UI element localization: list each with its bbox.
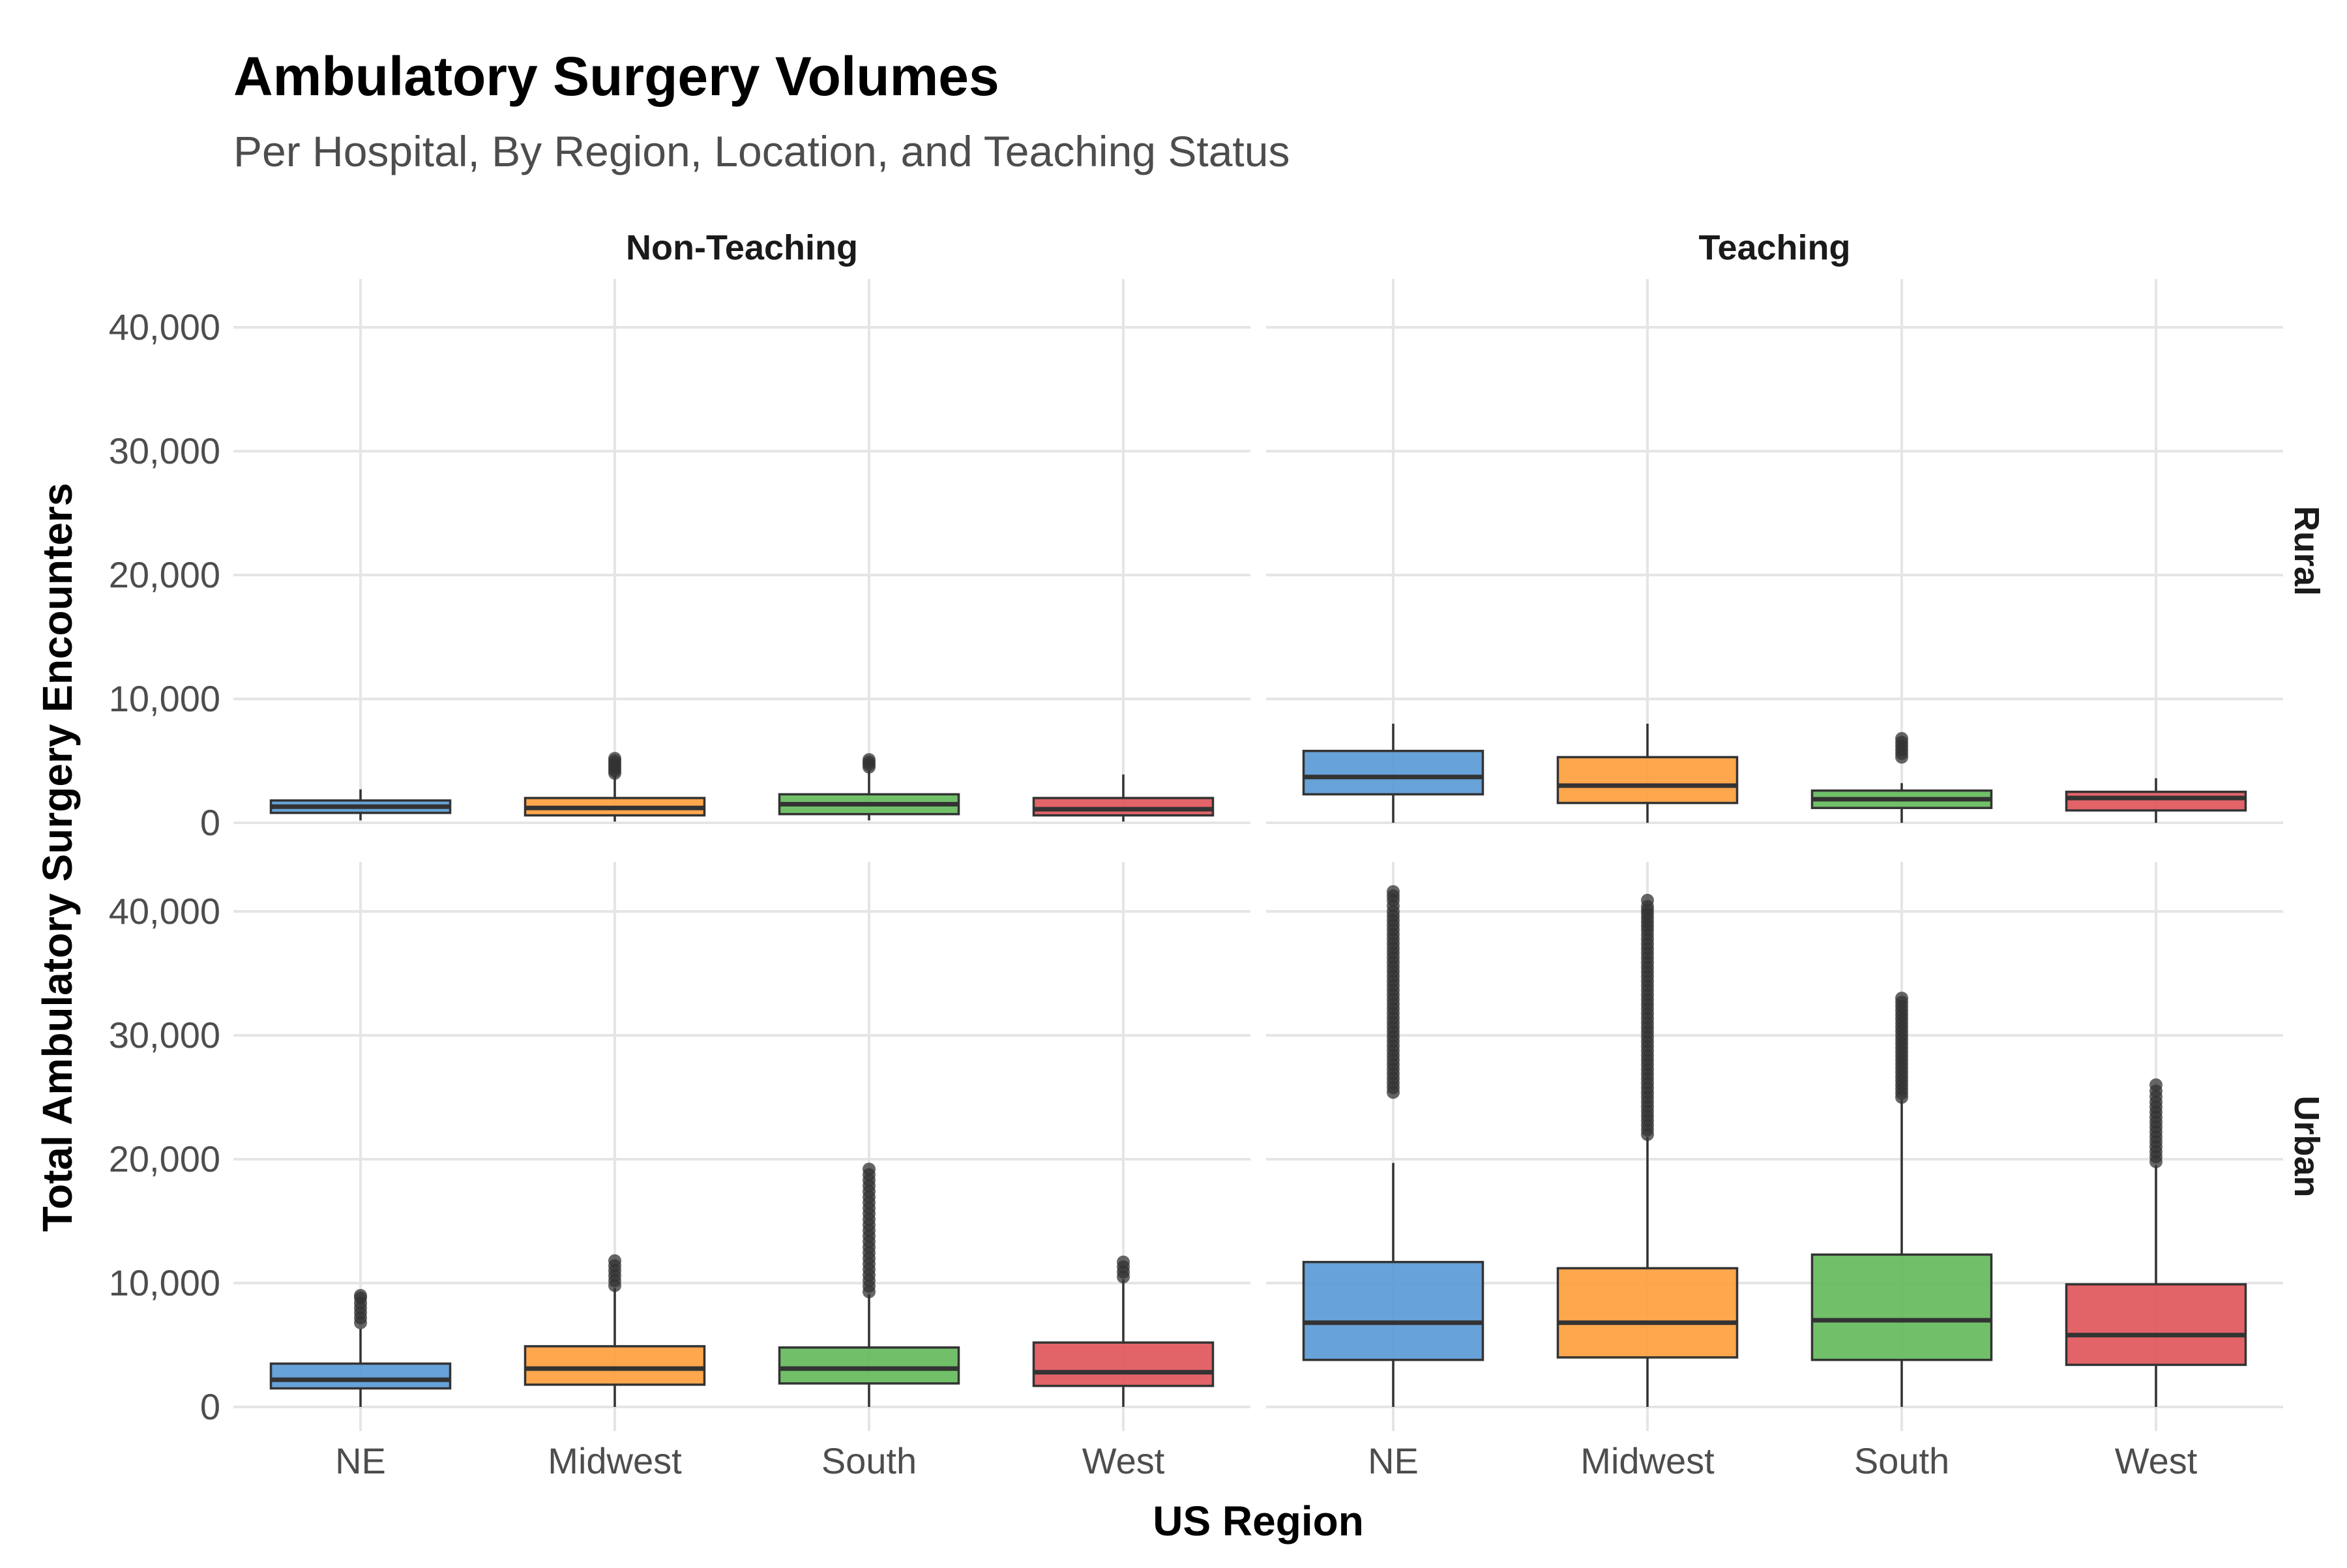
- box-urban-non-teaching-midwest: [524, 1345, 706, 1386]
- outlier-point-urban-teaching-ne: [1387, 941, 1400, 955]
- outlier-point-urban-non-teaching-south: [863, 1257, 876, 1271]
- outlier-point-urban-teaching-west: [2149, 1116, 2162, 1129]
- outlier-point-urban-teaching-ne: [1387, 889, 1400, 903]
- outlier-point-urban-teaching-ne: [1387, 979, 1400, 992]
- outlier-point-urban-non-teaching-south: [863, 1168, 876, 1181]
- box-rural-teaching-west: [2065, 790, 2247, 812]
- y-tick-label: 40,000: [109, 306, 220, 348]
- y-tick-label: 30,000: [109, 430, 220, 471]
- box-urban-non-teaching-south: [778, 1346, 960, 1385]
- outlier-point-rural-non-teaching-south: [863, 753, 876, 767]
- outlier-point-rural-teaching-south: [1895, 732, 1908, 745]
- x-tick-label-south: South: [821, 1440, 917, 1481]
- outlier-point-urban-teaching-ne: [1387, 1072, 1400, 1086]
- x-tick-label-south: South: [1854, 1440, 1949, 1481]
- facet-panels: Non-Teaching Teaching Rural Urban 0 10,000 20,…: [109, 228, 2326, 1481]
- x-tick-label-midwest: Midwest: [1580, 1440, 1715, 1481]
- x-tick-label-ne: NE: [1368, 1440, 1419, 1481]
- outlier-point-urban-non-teaching-south: [863, 1268, 876, 1282]
- outlier-point-urban-non-teaching-west: [1117, 1255, 1130, 1269]
- outlier-point-urban-teaching-west: [2149, 1130, 2162, 1144]
- outlier-point-urban-non-teaching-south: [863, 1202, 876, 1215]
- outlier-point-urban-teaching-midwest: [1641, 1076, 1654, 1090]
- box-urban-teaching-west: [2065, 1283, 2247, 1367]
- y-tick-label: 20,000: [109, 554, 220, 595]
- outlier-point-urban-teaching-ne: [1387, 1035, 1400, 1048]
- outlier-point-urban-teaching-west: [2149, 1078, 2162, 1091]
- outlier-point-urban-teaching-midwest: [1641, 1021, 1654, 1035]
- box-rural-non-teaching-west: [1032, 797, 1215, 817]
- outlier-point-urban-teaching-midwest: [1641, 984, 1654, 998]
- y-tick-label: 20,000: [109, 1138, 220, 1179]
- x-tick-label-west: West: [1082, 1440, 1165, 1481]
- outlier-point-urban-teaching-ne: [1387, 960, 1400, 974]
- box-urban-teaching-south: [1810, 1253, 1993, 1361]
- strip-label-rural: Rural: [2287, 506, 2326, 596]
- outlier-point-urban-teaching-ne: [1387, 1016, 1400, 1029]
- outlier-point-urban-teaching-midwest: [1641, 904, 1654, 917]
- outlier-point-urban-teaching-ne: [1387, 1053, 1400, 1067]
- outlier-point-urban-teaching-ne: [1387, 909, 1400, 923]
- box-rural-teaching-midwest: [1556, 756, 1739, 805]
- outlier-point-urban-non-teaching-south: [863, 1190, 876, 1204]
- box-urban-non-teaching-ne: [269, 1362, 452, 1390]
- outlier-point-rural-non-teaching-midwest: [608, 752, 621, 765]
- y-tick-label: 0: [200, 802, 220, 843]
- outlier-point-urban-non-teaching-ne: [354, 1289, 367, 1302]
- outlier-point-urban-teaching-midwest: [1641, 1114, 1654, 1127]
- outlier-point-urban-non-teaching-south: [863, 1279, 876, 1293]
- y-tick-label: 30,000: [109, 1014, 220, 1056]
- outlier-point-urban-teaching-ne: [1387, 998, 1400, 1011]
- outlier-point-urban-non-teaching-south: [863, 1235, 876, 1249]
- outlier-point-urban-teaching-midwest: [1641, 965, 1654, 979]
- outlier-point-urban-non-teaching-south: [863, 1246, 876, 1260]
- y-tick-label: 40,000: [109, 891, 220, 932]
- y-tick-label: 10,000: [109, 678, 220, 719]
- strip-label-teaching: Teaching: [1698, 228, 1850, 267]
- outlier-point-urban-teaching-west: [2149, 1101, 2162, 1114]
- outlier-point-urban-non-teaching-south: [863, 1213, 876, 1226]
- x-tick-label-ne: NE: [335, 1440, 386, 1481]
- outlier-point-urban-non-teaching-south: [863, 1224, 876, 1237]
- x-axis-title: US Region: [1153, 1498, 1364, 1545]
- outlier-point-urban-teaching-midwest: [1641, 1095, 1654, 1109]
- outlier-point-urban-teaching-south: [1895, 996, 1908, 1009]
- outlier-point-urban-teaching-ne: [1387, 923, 1400, 937]
- outlier-point-urban-teaching-midwest: [1641, 1039, 1654, 1053]
- x-tick-label-west: West: [2115, 1440, 2198, 1481]
- outlier-point-urban-teaching-midwest: [1641, 1058, 1654, 1072]
- box-urban-teaching-ne: [1302, 1260, 1484, 1361]
- outlier-point-urban-teaching-midwest: [1641, 947, 1654, 960]
- box-rural-teaching-ne: [1302, 750, 1484, 796]
- y-tick-label: 0: [200, 1386, 220, 1427]
- box-urban-non-teaching-west: [1032, 1341, 1215, 1387]
- outlier-point-urban-teaching-west: [2149, 1090, 2162, 1104]
- outlier-point-urban-teaching-midwest: [1641, 1002, 1654, 1016]
- chart-subtitle: Per Hospital, By Region, Location, and T…: [233, 127, 1290, 175]
- strip-label-non-teaching: Non-Teaching: [626, 228, 858, 267]
- box-urban-teaching-midwest: [1556, 1267, 1739, 1359]
- x-tick-label-midwest: Midwest: [548, 1440, 682, 1481]
- y-tick-label: 10,000: [109, 1262, 220, 1303]
- outlier-point-urban-teaching-ne: [1387, 899, 1400, 913]
- outlier-point-urban-teaching-west: [2149, 1145, 2162, 1159]
- y-axis-title: Total Ambulatory Surgery Encounters: [34, 483, 81, 1232]
- strip-label-urban: Urban: [2287, 1095, 2326, 1197]
- outlier-point-urban-non-teaching-midwest: [608, 1254, 621, 1267]
- chart-title: Ambulatory Surgery Volumes: [233, 46, 999, 107]
- outlier-point-urban-non-teaching-south: [863, 1179, 876, 1192]
- outlier-point-urban-teaching-midwest: [1641, 893, 1654, 907]
